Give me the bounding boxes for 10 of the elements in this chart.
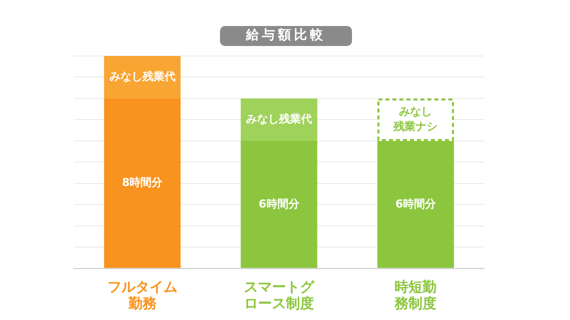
data-label: みなし残業代	[109, 70, 176, 84]
x-tick-label: スマートグロース制度	[244, 279, 315, 312]
data-label: 8時間分	[122, 176, 164, 190]
chart-title: 給与額比較	[220, 26, 352, 46]
x-tick-label: フルタイム勤務	[107, 279, 178, 312]
data-label: みなし残業ナシ	[392, 105, 438, 134]
data-label: 6時間分	[395, 197, 437, 210]
x-tick-label: 時短勤務制度	[394, 279, 437, 312]
data-label: 6時間分	[258, 197, 300, 210]
data-label: みなし残業代	[246, 112, 312, 126]
